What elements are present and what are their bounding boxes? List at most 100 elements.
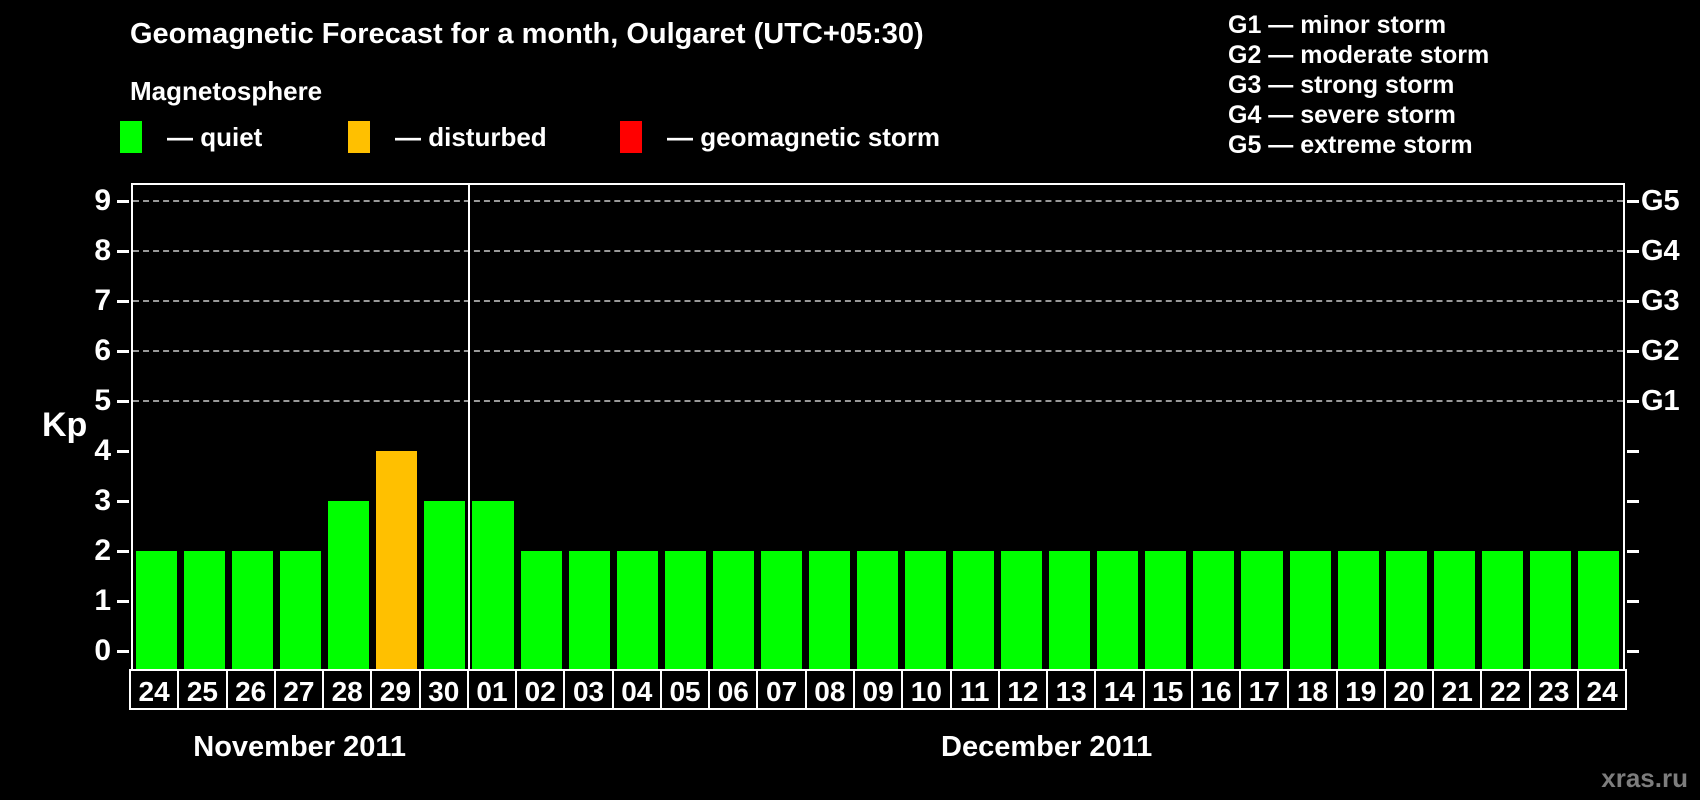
y-axis-tick bbox=[117, 200, 129, 203]
kp-bar bbox=[1529, 551, 1571, 669]
month-label-1: November 2011 bbox=[193, 731, 407, 763]
day-label: 17 bbox=[1239, 669, 1290, 710]
right-axis-tick bbox=[1627, 350, 1639, 353]
kp-bar bbox=[328, 501, 370, 669]
y-tick-label: 4 bbox=[94, 434, 111, 467]
day-label: 11 bbox=[949, 669, 1000, 710]
right-axis-tick bbox=[1627, 400, 1639, 403]
day-label: 26 bbox=[225, 669, 276, 710]
gridline-kp6 bbox=[133, 350, 1623, 352]
kp-bar bbox=[232, 551, 274, 669]
kp-bar bbox=[953, 551, 995, 669]
watermark: xras.ru bbox=[1601, 763, 1688, 793]
right-axis-tick bbox=[1627, 600, 1639, 603]
legend-label-storm: — geomagnetic storm bbox=[667, 121, 941, 152]
day-label: 28 bbox=[322, 669, 373, 710]
day-label: 20 bbox=[1383, 669, 1435, 710]
y-tick-label: 2 bbox=[94, 534, 111, 567]
day-label: 02 bbox=[515, 669, 566, 710]
right-axis-tick bbox=[1627, 200, 1639, 203]
day-label: 01 bbox=[466, 669, 518, 710]
g-level-label-g1: G1 bbox=[1641, 385, 1680, 417]
right-axis-tick bbox=[1627, 650, 1639, 653]
y-tick-label: 8 bbox=[94, 234, 111, 267]
kp-bar bbox=[856, 551, 899, 669]
day-label: 08 bbox=[804, 669, 855, 710]
kp-bar bbox=[376, 451, 418, 669]
y-axis-tick bbox=[117, 250, 129, 253]
kp-bar bbox=[280, 551, 322, 669]
legend-item-disturbed: — disturbed bbox=[348, 121, 547, 153]
kp-bar bbox=[616, 551, 658, 669]
legend-item-quiet: — quiet bbox=[120, 121, 262, 153]
right-axis-tick bbox=[1627, 450, 1639, 453]
gridline-kp8 bbox=[133, 250, 1623, 252]
month-label-2: December 2011 bbox=[941, 731, 1153, 763]
day-label: 24 bbox=[129, 669, 180, 710]
day-label: 25 bbox=[177, 669, 228, 710]
month-labels: November 2011 December 2011 bbox=[131, 731, 1625, 765]
kp-bar bbox=[1577, 551, 1619, 669]
day-label: 15 bbox=[1142, 669, 1193, 710]
gridline-kp5 bbox=[133, 400, 1623, 402]
kp-bar bbox=[1193, 551, 1235, 669]
g-legend-line-5: G5 — extreme storm bbox=[1228, 131, 1473, 159]
day-label: 14 bbox=[1094, 669, 1145, 710]
y-axis-tick bbox=[117, 450, 129, 453]
g-level-label-g3: G3 bbox=[1641, 285, 1680, 317]
day-label: 10 bbox=[901, 669, 952, 710]
chart-plot-area: 0 1 2 3 4 5 6 7 8 9 G1 G2 G3 G4 G5 bbox=[94, 183, 1680, 669]
day-label: 13 bbox=[1046, 669, 1097, 710]
kp-bar bbox=[1433, 551, 1475, 669]
kp-bar bbox=[712, 551, 754, 669]
kp-bar bbox=[424, 501, 466, 669]
y-axis-tick bbox=[117, 500, 129, 503]
y-axis-tick bbox=[117, 350, 129, 353]
kp-bar bbox=[1385, 551, 1427, 669]
day-label: 05 bbox=[659, 669, 711, 710]
legend-swatch-disturbed bbox=[348, 121, 370, 153]
y-axis-tick bbox=[117, 400, 129, 403]
right-axis-tick bbox=[1627, 250, 1639, 253]
y-tick-label: 0 bbox=[94, 634, 111, 667]
y-axis-title: Kp bbox=[42, 406, 88, 444]
day-label: 12 bbox=[997, 669, 1049, 710]
right-axis-tick bbox=[1627, 550, 1639, 553]
right-axis-tick bbox=[1627, 500, 1639, 503]
kp-bar bbox=[1337, 551, 1379, 669]
y-tick-label: 3 bbox=[94, 484, 111, 517]
legend-swatch-storm bbox=[620, 121, 642, 153]
y-axis-tick bbox=[117, 300, 129, 303]
g-scale-legend: G1 — minor storm G2 — moderate storm G3 — … bbox=[1228, 10, 1489, 160]
kp-bar bbox=[664, 551, 706, 669]
day-label: 19 bbox=[1335, 669, 1386, 710]
kp-bar bbox=[1241, 551, 1283, 669]
g-legend-line-1: G1 — minor storm bbox=[1228, 11, 1447, 39]
legend-label-disturbed: — disturbed bbox=[395, 121, 547, 152]
legend-swatch-quiet bbox=[120, 121, 142, 153]
y-axis-tick bbox=[117, 550, 129, 553]
g-legend-line-4: G4 — severe storm bbox=[1228, 101, 1456, 129]
kp-bar bbox=[1145, 551, 1187, 669]
day-label: 04 bbox=[611, 669, 662, 710]
g-legend-line-2: G2 — moderate storm bbox=[1228, 41, 1490, 69]
kp-bar bbox=[760, 551, 802, 669]
x-axis-day-labels: 24 25 26 27 28 29 30 01 02 03 04 05 06 07 08 09 10 11 12 13… bbox=[129, 669, 1628, 710]
day-label: 07 bbox=[756, 669, 807, 710]
kp-bar bbox=[520, 551, 562, 669]
legend-item-storm: — geomagnetic storm bbox=[620, 121, 940, 153]
magnetosphere-label: Magnetosphere bbox=[130, 76, 323, 106]
day-label: 27 bbox=[273, 669, 325, 710]
right-axis-tick bbox=[1627, 300, 1639, 303]
day-label: 18 bbox=[1287, 669, 1338, 710]
y-tick-label: 9 bbox=[94, 184, 111, 217]
kp-bar bbox=[1481, 551, 1523, 669]
kp-bar bbox=[568, 551, 610, 669]
y-axis-tick bbox=[117, 600, 129, 603]
legend-label-quiet: — quiet bbox=[167, 121, 263, 152]
day-label: 30 bbox=[418, 669, 469, 710]
g-legend-line-3: G3 — strong storm bbox=[1228, 71, 1455, 99]
status-legend: — quiet — disturbed — geomagnetic storm bbox=[0, 121, 1100, 159]
y-tick-label: 5 bbox=[94, 384, 111, 417]
g-level-label-g4: G4 bbox=[1641, 235, 1680, 267]
